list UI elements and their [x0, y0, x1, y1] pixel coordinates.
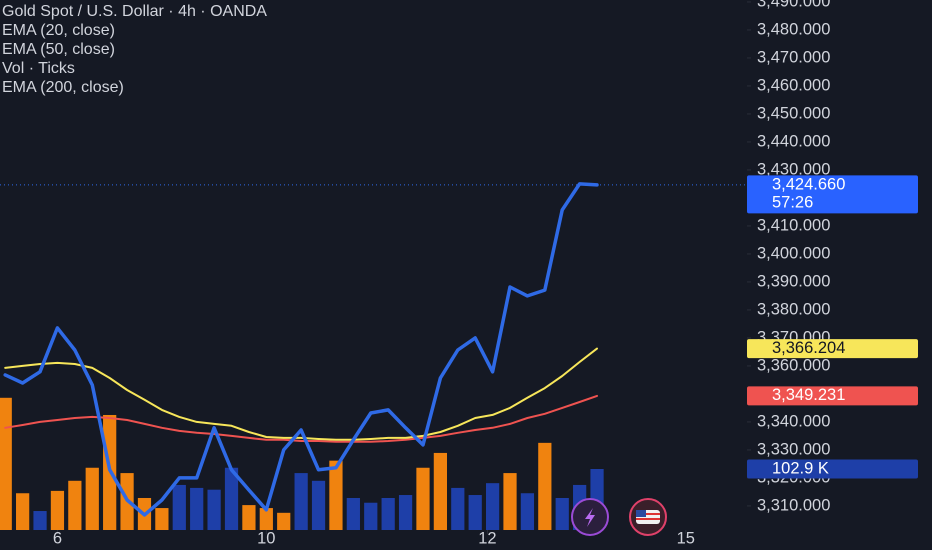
price-badge-label: 3,424.660 — [772, 175, 845, 193]
volume-bar — [0, 397, 12, 530]
y-tick-label: 3,490.000 — [757, 0, 830, 10]
y-tick-label: 3,360.000 — [757, 356, 830, 374]
x-tick-label: 12 — [478, 529, 496, 547]
legend-entry: EMA (20, close) — [2, 22, 115, 39]
icon-glyph — [636, 513, 660, 515]
volume-bar — [485, 483, 500, 530]
y-tick-label: 3,380.000 — [757, 300, 830, 318]
price-badge — [747, 386, 918, 406]
legend-entry: Vol · Ticks — [2, 60, 75, 77]
legend-entry: EMA (200, close) — [2, 79, 124, 96]
volume-bar — [364, 502, 378, 530]
volume-bar — [503, 473, 517, 530]
icon-glyph — [636, 518, 660, 520]
y-tick-label: 3,470.000 — [757, 48, 830, 66]
volume-bar — [381, 497, 395, 530]
y-tick-label: 3,480.000 — [757, 20, 830, 38]
volume-bar — [329, 460, 343, 530]
volume-bar — [416, 467, 430, 530]
volume-bar — [68, 480, 82, 530]
volume-bar — [85, 467, 99, 530]
lightning-icon[interactable] — [571, 498, 609, 536]
volume-bar — [259, 508, 273, 530]
volume-bar — [451, 487, 465, 530]
countdown-label: 57:26 — [772, 193, 813, 211]
volume-bar — [555, 497, 569, 530]
icon-glyph — [636, 510, 646, 517]
price-badge-label: 3,349.231 — [772, 386, 845, 404]
volume-bar — [242, 505, 256, 530]
volume-bar — [468, 495, 482, 530]
icon-glyph — [585, 508, 595, 527]
y-tick-label: 3,330.000 — [757, 440, 830, 458]
volume-bar — [224, 467, 239, 530]
price-badge-label: 102.9 K — [772, 459, 829, 477]
volume-bar — [172, 484, 186, 530]
volume-bar — [311, 480, 326, 530]
volume-bar — [190, 487, 204, 530]
volume-bar — [33, 511, 47, 530]
price-badge — [747, 459, 918, 479]
volume-bar — [398, 495, 413, 530]
series-line — [4, 347, 598, 441]
price-badge — [747, 339, 918, 359]
volume-bar — [155, 508, 169, 530]
price-badge — [747, 175, 918, 214]
price-badge-label: 3,366.204 — [772, 339, 845, 357]
volume-bar — [207, 489, 221, 530]
y-tick-label: 3,430.000 — [757, 160, 830, 178]
volume-bar — [520, 493, 535, 530]
series-line — [4, 394, 598, 443]
flag-icon[interactable] — [629, 498, 667, 536]
x-tick-label: 10 — [257, 529, 275, 547]
volume-bar — [294, 473, 308, 530]
line-layer — [0, 182, 745, 517]
y-tick-label: 3,390.000 — [757, 272, 830, 290]
volume-layer — [0, 397, 604, 530]
y-tick-label: 3,440.000 — [757, 132, 830, 150]
volume-bar — [433, 452, 447, 530]
y-tick-label: 3,460.000 — [757, 76, 830, 94]
volume-bar — [346, 497, 360, 530]
x-tick-label: 6 — [53, 529, 62, 547]
y-tick-label: 3,310.000 — [757, 496, 830, 514]
y-tick-label: 3,450.000 — [757, 104, 830, 122]
volume-bar — [50, 490, 65, 530]
x-tick-label: 15 — [677, 529, 695, 547]
volume-bar — [277, 512, 291, 530]
y-tick-label: 3,400.000 — [757, 244, 830, 262]
y-tick-label: 3,340.000 — [757, 412, 830, 430]
y-tick-label: 3,410.000 — [757, 216, 830, 234]
volume-bar — [538, 442, 552, 530]
series-line — [3, 182, 599, 517]
legend-entry: EMA (50, close) — [2, 41, 115, 58]
chart-title: Gold Spot / U.S. Dollar · 4h · OANDA — [2, 3, 267, 20]
volume-bar — [16, 493, 30, 530]
